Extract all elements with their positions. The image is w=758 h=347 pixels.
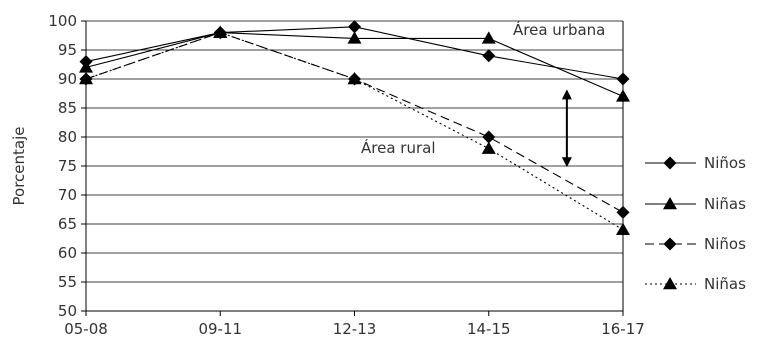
y-tick-label: 80 — [58, 128, 77, 146]
annotation-rural-area: Área rural — [361, 138, 436, 157]
annotation-urban-area: Área urbana — [513, 20, 605, 39]
triangle-marker — [347, 31, 362, 44]
x-tick-label: 14-15 — [467, 320, 511, 338]
diamond-marker — [482, 49, 496, 63]
legend-triangle-marker — [663, 277, 677, 290]
legend-label-1: Niñas — [704, 195, 746, 213]
y-tick-label: 100 — [48, 12, 77, 30]
y-tick-label: 90 — [58, 70, 77, 88]
legend: Niños Niñas Niños Niñas — [645, 154, 746, 293]
y-tick-label: 75 — [58, 157, 77, 175]
triangle-marker — [79, 72, 93, 85]
diamond-marker — [348, 20, 361, 34]
series-lines — [85, 26, 624, 231]
y-tick-label: 60 — [58, 244, 77, 262]
x-tick-label: 09-11 — [198, 320, 242, 338]
y-tick-label: 50 — [58, 302, 77, 320]
y-tick-label: 55 — [58, 273, 77, 291]
triangle-marker — [347, 72, 362, 85]
triangle-marker — [616, 222, 630, 236]
y-tick-label: 85 — [58, 99, 77, 117]
legend-label-3: Niñas — [704, 275, 746, 293]
x-tick-label: 05-08 — [64, 320, 108, 338]
legend-triangle-marker — [663, 197, 677, 210]
y-tick-label: 65 — [58, 215, 77, 233]
x-tick-labels: 05-08 09-11 12-13 14-15 16-17 — [64, 320, 645, 338]
diamond-marker — [482, 130, 496, 144]
legend-label-2: Niños — [704, 235, 746, 253]
y-tick-label: 95 — [58, 41, 77, 59]
legend-diamond-marker — [663, 237, 677, 251]
triangle-marker — [213, 25, 228, 38]
y-axis-label: Porcentaje — [10, 127, 28, 206]
triangle-marker — [616, 89, 630, 102]
series-line-2 — [85, 32, 624, 213]
legend-diamond-marker — [663, 156, 677, 170]
gridlines — [86, 20, 623, 283]
y-tick-label: 70 — [58, 186, 77, 204]
triangle-marker — [481, 31, 496, 44]
legend-label-0: Niños — [704, 154, 746, 172]
diamond-marker — [616, 205, 630, 219]
x-tick-label: 16-17 — [601, 320, 645, 338]
triangle-marker — [79, 60, 93, 73]
x-tick-label: 12-13 — [333, 320, 377, 338]
y-tick-labels: 50 55 60 65 70 75 80 85 90 95 100 — [48, 12, 77, 320]
series-markers — [79, 20, 630, 236]
triangle-marker — [481, 141, 496, 154]
diamond-marker — [616, 72, 630, 86]
